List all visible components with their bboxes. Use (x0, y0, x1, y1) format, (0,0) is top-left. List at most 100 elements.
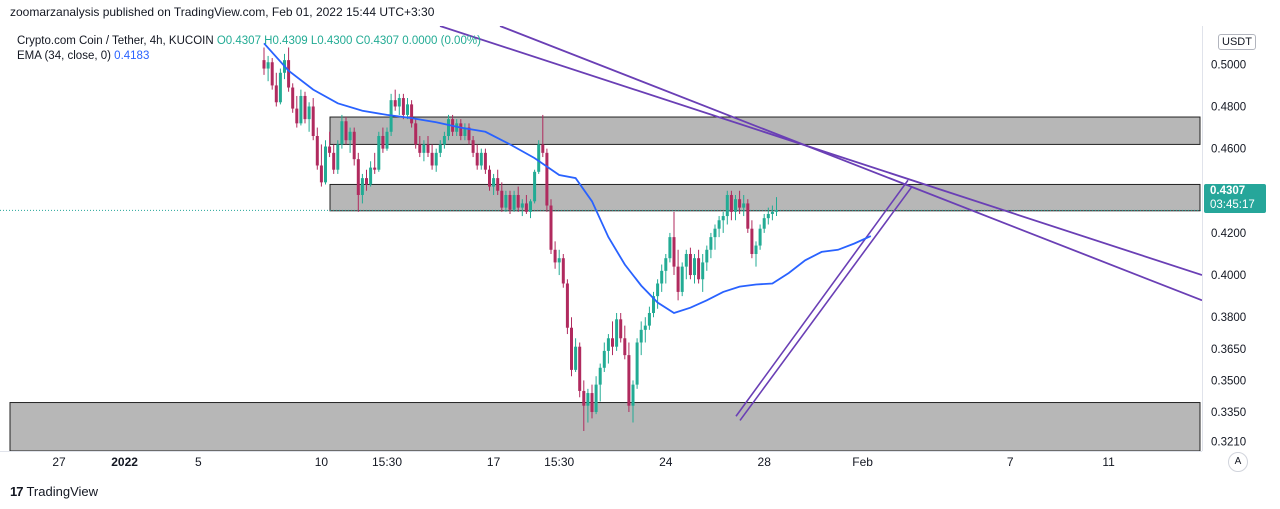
candle-body (459, 123, 463, 136)
time-tick-label: 24 (659, 455, 673, 469)
candle-body (426, 144, 430, 153)
time-tick-label: 15:30 (372, 455, 402, 469)
candle-body (627, 355, 631, 406)
candle-body (496, 178, 500, 191)
candle-body (475, 152, 479, 166)
descending-trendline-lower (499, 25, 1203, 302)
candle-body (762, 218, 766, 229)
candle-body (406, 104, 409, 115)
candle-body (729, 194, 733, 212)
candle-body (611, 338, 614, 347)
candle-body (512, 194, 516, 210)
candle-body (529, 201, 532, 212)
candle-body (746, 203, 750, 229)
candle-body (758, 228, 762, 246)
candle-body (324, 146, 327, 183)
candle-body (549, 205, 553, 250)
candle-body (684, 253, 688, 267)
candle-body (656, 283, 660, 297)
candle-body (643, 325, 647, 330)
candle-body (270, 62, 274, 86)
time-axis-ticks: 27 2022 5 10 15:30 17 15:30 24 28 Feb 7 11 (52, 455, 1115, 469)
candle-body (672, 237, 676, 267)
candle-body (410, 104, 414, 124)
last-price-tag: 0.4307 03:45:17 (1204, 184, 1266, 213)
price-tick-label: 0.4000 (1211, 270, 1246, 282)
time-tick-label: 7 (1007, 455, 1014, 469)
candle-body (709, 237, 713, 250)
candle-body (352, 131, 356, 160)
candle-body (274, 85, 278, 103)
price-tick-label: 0.3350 (1211, 407, 1246, 419)
candle-body (713, 228, 717, 238)
resistance-zone-lower (329, 183, 1201, 212)
candle-body (295, 108, 299, 124)
price-axis[interactable]: 0.3210 0.3350 0.3500 0.3650 0.3800 0.4000 0.42… (1202, 26, 1280, 451)
candle-body (582, 390, 586, 406)
price-tick-label: 0.3500 (1211, 375, 1246, 387)
price-axis-ticks: 0.3210 0.3350 0.3500 0.3650 0.3800 0.4000 0.42… (1211, 59, 1246, 448)
time-tick-label: 2022 (111, 455, 138, 469)
candle-body (262, 60, 266, 69)
candle-body (414, 123, 418, 145)
candle-body (311, 106, 315, 136)
candle-body (287, 60, 291, 88)
candle-body (664, 258, 668, 271)
candle-body (344, 121, 348, 141)
candle-body (348, 131, 352, 141)
legend-symbol[interactable]: Crypto.com Coin / Tether, 4h, KUCOIN (17, 35, 214, 47)
legend-ema-label[interactable]: EMA (34, close, 0) (17, 50, 111, 62)
candle-body (594, 384, 598, 413)
candle-body (500, 190, 504, 208)
legend-ohlc: O0.4307 H0.4309 L0.4300 C0.4307 0.0000 (… (216, 35, 481, 47)
candle-body (467, 127, 471, 141)
time-axis[interactable]: 27 2022 5 10 15:30 17 15:30 24 28 Feb 7 11 (0, 451, 1202, 474)
candle-body (401, 98, 405, 115)
candle-body (586, 393, 590, 406)
candle-body (278, 72, 282, 103)
candle-body (332, 152, 336, 170)
candle-body (385, 131, 389, 149)
candle-body (545, 152, 549, 206)
candle-body (647, 312, 651, 326)
candlestick-chart[interactable] (0, 25, 1203, 452)
candle-body (319, 165, 323, 183)
candle-body (516, 194, 520, 208)
currency-badge[interactable]: USDT (1218, 34, 1256, 50)
candle-body (688, 253, 692, 276)
chart-area[interactable] (0, 25, 1280, 452)
candle-body (553, 249, 557, 263)
footer-brand-label: TradingView (26, 484, 99, 499)
candle-body (266, 62, 270, 69)
time-tick-label: 5 (195, 455, 202, 469)
ema-layer (263, 42, 872, 314)
candle-body (561, 258, 565, 284)
legend-row-ema: EMA (34, close, 0) 0.4183 (17, 49, 481, 64)
footer-brand[interactable]: 17 TradingView (10, 484, 98, 499)
candle-body (680, 266, 684, 292)
auto-scale-button[interactable]: A (1228, 452, 1248, 472)
trendlines-layer (0, 25, 1203, 421)
candle-body (590, 393, 594, 413)
candle-body (725, 194, 729, 217)
candle-body (360, 178, 364, 195)
candle-body (598, 367, 602, 385)
candle-body (770, 211, 774, 214)
candle-body (381, 135, 385, 149)
candle-body (676, 266, 680, 292)
candle-body (606, 338, 610, 351)
candle-body (750, 228, 754, 254)
candle-body (693, 258, 696, 276)
candle-body (471, 140, 475, 153)
chart-legend: Crypto.com Coin / Tether, 4h, KUCOIN O0.… (17, 34, 481, 64)
time-tick-label: 17 (487, 455, 501, 469)
candle-body (488, 169, 491, 187)
candle-body (578, 346, 582, 391)
candle-body (479, 152, 483, 166)
tradingview-logo-icon: 17 (10, 484, 24, 499)
candle-body (721, 216, 725, 221)
candle-body (705, 249, 709, 263)
candle-body (701, 262, 705, 280)
candle-body (623, 338, 627, 356)
zones-layer (9, 116, 1201, 452)
